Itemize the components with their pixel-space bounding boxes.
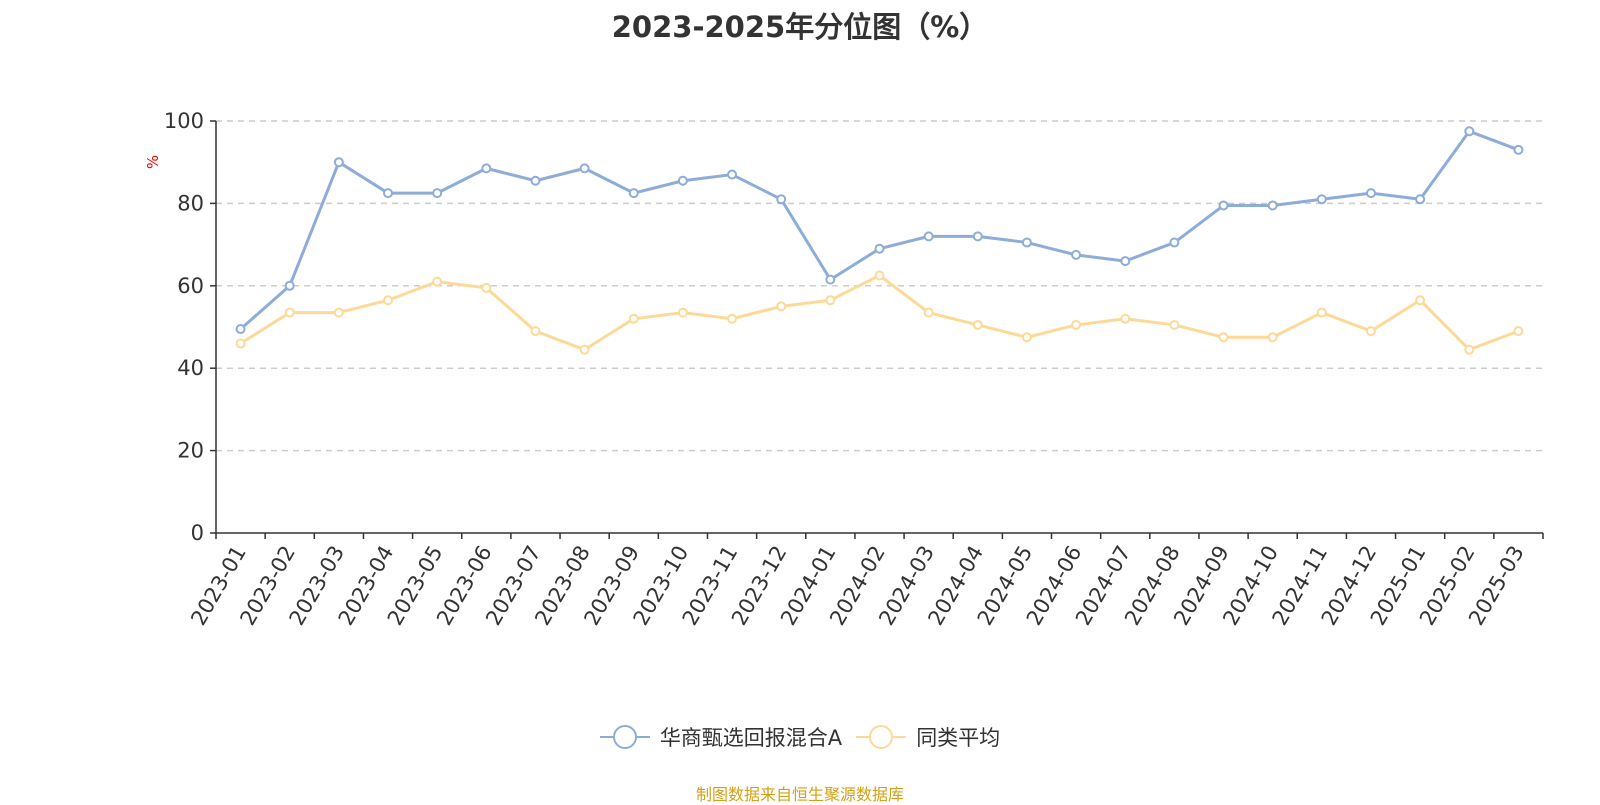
y-tick-label: 60 [177, 274, 204, 298]
data-point-series-0[interactable] [333, 157, 344, 168]
data-point-series-0[interactable] [1415, 194, 1426, 205]
y-tick-label: 20 [177, 439, 204, 463]
y-tick-label: 40 [177, 356, 204, 380]
data-point-series-1[interactable] [727, 313, 738, 324]
data-point-series-0[interactable] [776, 194, 787, 205]
y-tick-label: 0 [191, 521, 204, 545]
data-point-series-1[interactable] [1120, 313, 1131, 324]
data-point-series-1[interactable] [1218, 332, 1229, 343]
data-point-series-0[interactable] [1021, 237, 1032, 248]
data-point-series-1[interactable] [432, 276, 443, 287]
data-point-series-1[interactable] [1071, 319, 1082, 330]
y-tick-label: 80 [177, 191, 204, 215]
data-point-series-0[interactable] [923, 231, 934, 242]
grid-lines [216, 120, 1543, 452]
data-point-series-1[interactable] [972, 319, 983, 330]
data-point-series-1[interactable] [677, 307, 688, 318]
data-point-series-0[interactable] [235, 324, 246, 335]
y-axis-label: % [144, 155, 162, 169]
data-point-series-1[interactable] [383, 295, 394, 306]
series-line-0 [239, 129, 1519, 331]
data-point-series-1[interactable] [235, 338, 246, 349]
chart-title: 2023-2025年分位图（%） [611, 10, 989, 44]
data-point-series-1[interactable] [923, 307, 934, 318]
data-point-series-1[interactable] [284, 307, 295, 318]
axes: 0204060801002023-012023-022023-032023-04… [164, 109, 1544, 629]
data-point-series-0[interactable] [1267, 200, 1278, 211]
data-point-series-1[interactable] [1021, 332, 1032, 343]
data-point-series-1[interactable] [628, 313, 639, 324]
data-point-series-1[interactable] [1267, 332, 1278, 343]
data-point-series-0[interactable] [1316, 194, 1327, 205]
legend-swatch-fund [599, 725, 650, 749]
data-point-series-0[interactable] [284, 280, 295, 291]
y-tick-label: 100 [164, 109, 204, 133]
legend-item-peer-average[interactable]: 同类平均 [856, 722, 1000, 752]
data-point-series-1[interactable] [579, 344, 590, 355]
data-source-note: 制图数据来自恒生聚源数据库 [695, 785, 904, 804]
data-point-series-1[interactable] [1365, 326, 1376, 337]
data-point-series-1[interactable] [1415, 295, 1426, 306]
data-point-series-0[interactable] [628, 188, 639, 199]
data-point-series-0[interactable] [825, 274, 836, 285]
data-point-series-0[interactable] [383, 188, 394, 199]
data-point-series-1[interactable] [1316, 307, 1327, 318]
data-points [235, 126, 1524, 355]
data-point-series-0[interactable] [1218, 200, 1229, 211]
data-point-series-1[interactable] [825, 295, 836, 306]
data-point-series-0[interactable] [579, 163, 590, 174]
data-point-series-1[interactable] [776, 301, 787, 312]
data-point-series-0[interactable] [972, 231, 983, 242]
legend: 华商甄选回报混合A 同类平均 [0, 722, 1600, 752]
data-point-series-1[interactable] [481, 282, 492, 293]
data-point-series-0[interactable] [1120, 256, 1131, 267]
data-point-series-0[interactable] [481, 163, 492, 174]
data-point-series-1[interactable] [530, 326, 541, 337]
data-point-series-0[interactable] [1071, 249, 1082, 260]
data-point-series-0[interactable] [677, 175, 688, 186]
data-point-series-1[interactable] [874, 270, 885, 281]
data-point-series-1[interactable] [333, 307, 344, 318]
data-point-series-0[interactable] [1513, 144, 1524, 155]
data-point-series-0[interactable] [432, 188, 443, 199]
data-point-series-1[interactable] [1464, 344, 1475, 355]
data-point-series-0[interactable] [874, 243, 885, 254]
legend-label-peer-average: 同类平均 [916, 726, 1001, 750]
legend-item-fund[interactable]: 华商甄选回报混合A [599, 722, 843, 752]
data-point-series-0[interactable] [1169, 237, 1180, 248]
data-point-series-1[interactable] [1169, 319, 1180, 330]
legend-swatch-peer-average [856, 725, 907, 749]
series-lines [239, 129, 1519, 352]
data-point-series-0[interactable] [727, 169, 738, 180]
legend-label-fund: 华商甄选回报混合A [659, 726, 843, 750]
data-point-series-0[interactable] [1464, 126, 1475, 137]
data-point-series-0[interactable] [530, 175, 541, 186]
data-point-series-1[interactable] [1513, 326, 1524, 337]
data-point-series-0[interactable] [1365, 188, 1376, 199]
